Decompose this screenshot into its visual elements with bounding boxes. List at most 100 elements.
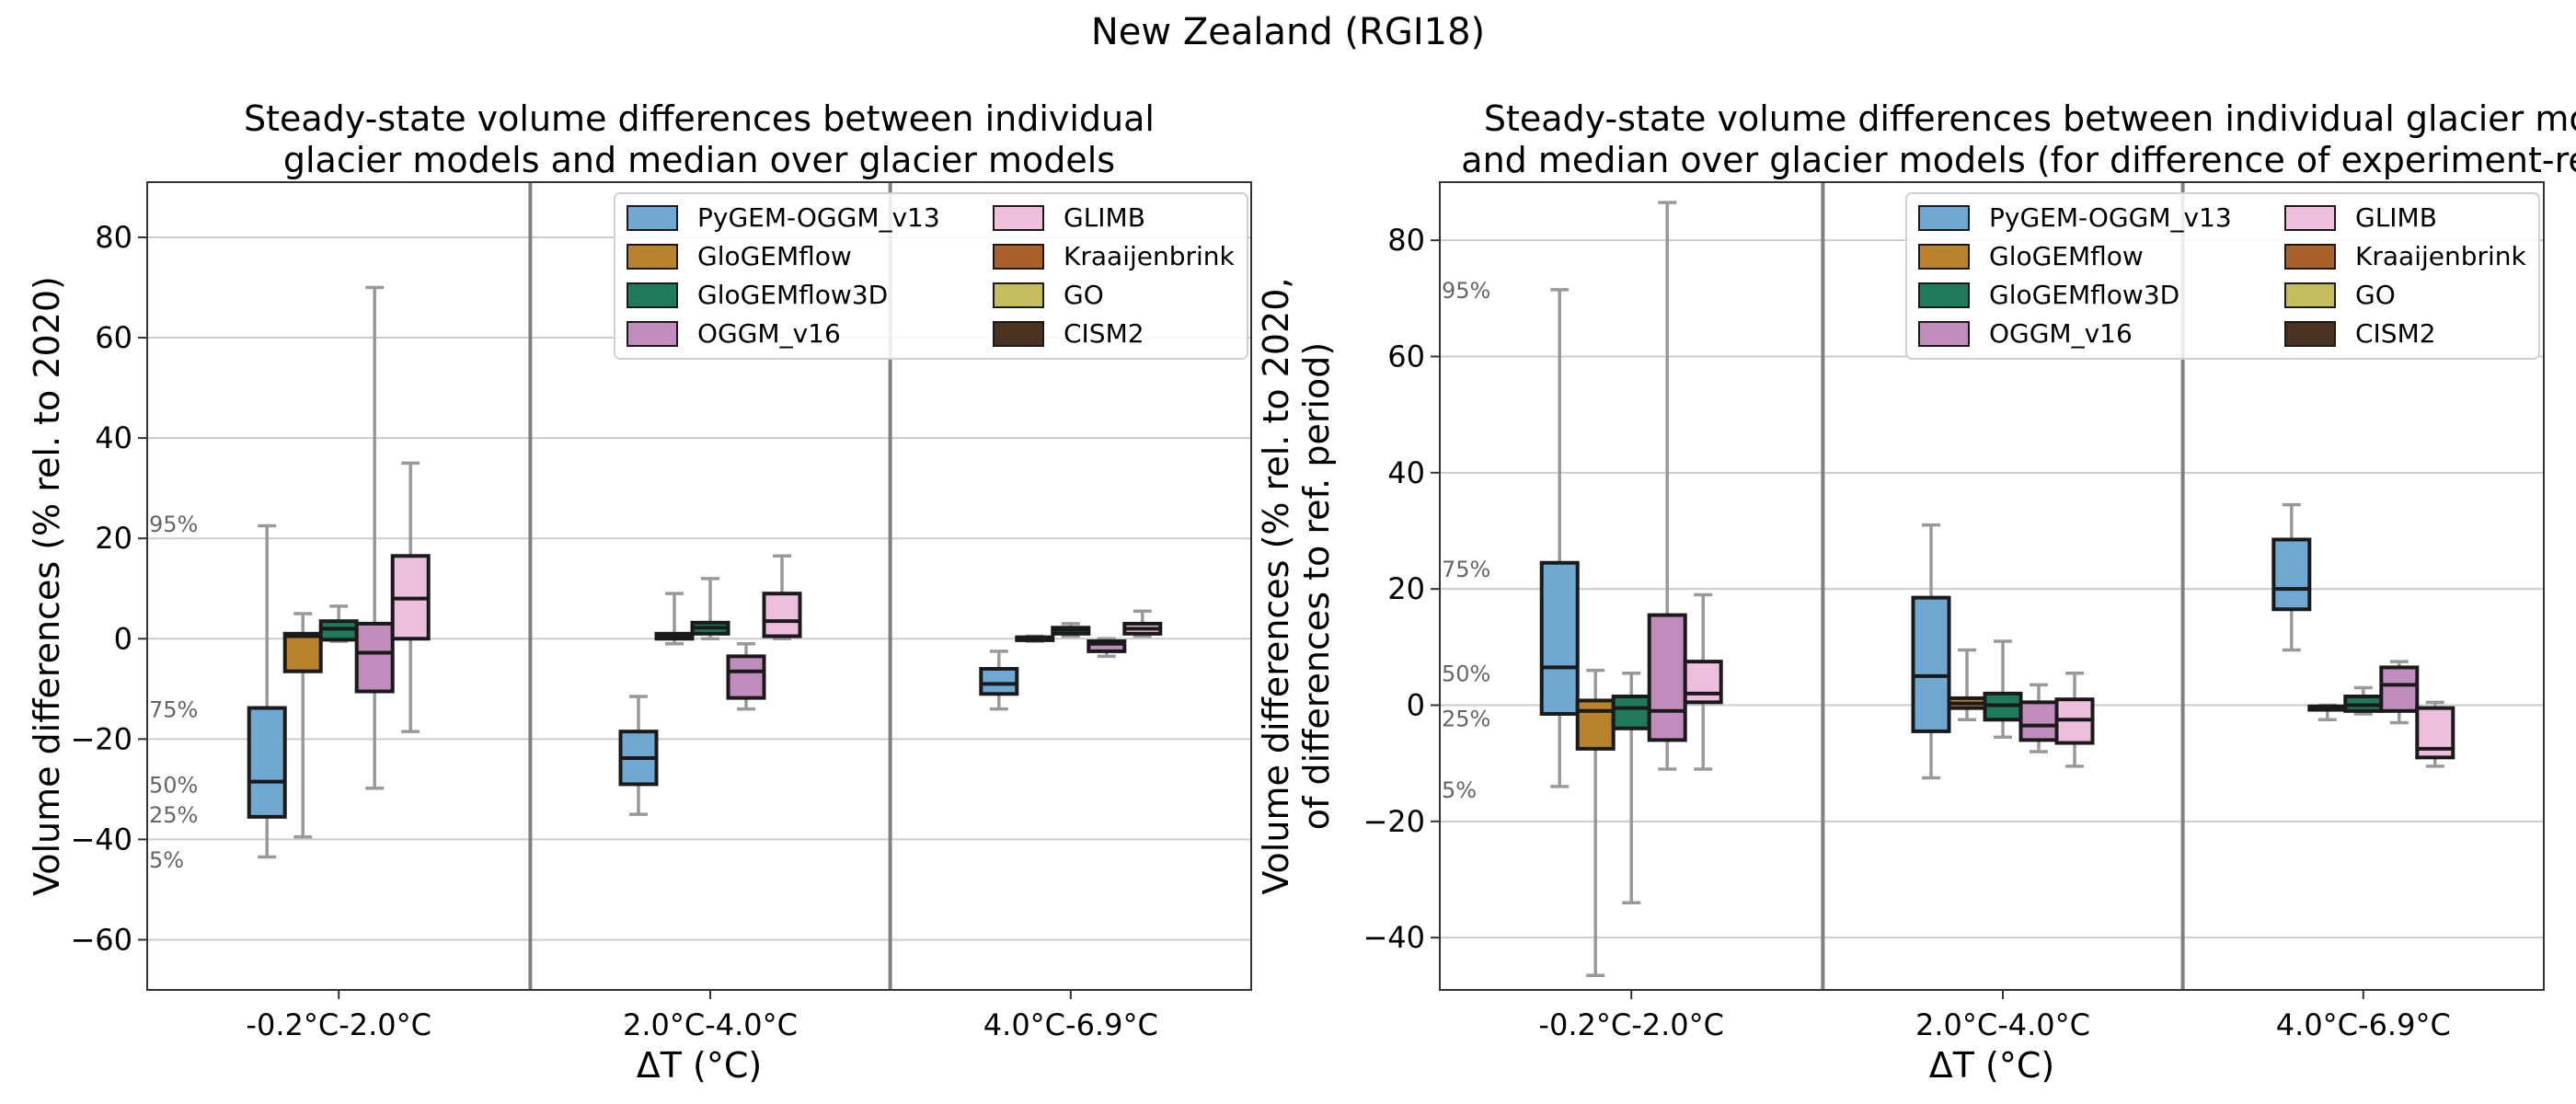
box-oggm-v16 <box>2018 683 2059 753</box>
y-tick-label: −40 <box>1363 920 1425 955</box>
percentile-annotation: 75% <box>149 697 198 723</box>
percentile-annotation: 95% <box>149 512 198 537</box>
box-glimb <box>1122 609 1163 638</box>
x-tick-label: -0.2°C-2.0°C <box>1538 1007 1724 1042</box>
legend-swatch <box>627 321 678 347</box>
legend-label: OGGM_v16 <box>697 318 841 349</box>
panel-title-line: and median over glacier models (for diff… <box>1461 140 2576 180</box>
legend-label: GloGEMflow <box>1989 241 2144 271</box>
y-axis-label: Volume differences (% rel. to 2020) <box>27 276 67 896</box>
box-iqr <box>1575 698 1616 751</box>
legend-label: GO <box>1064 280 1104 310</box>
box-glogemflow3d <box>1051 622 1091 638</box>
y-tick-label: 20 <box>1387 571 1425 606</box>
x-tick-label: -0.2°C-2.0°C <box>246 1007 431 1042</box>
legend-swatch <box>2284 244 2336 270</box>
box-oggm-v16 <box>1087 637 1127 659</box>
figure-suptitle: New Zealand (RGI18) <box>1090 11 1486 53</box>
box-glogemflow3d <box>1611 671 1651 905</box>
percentile-annotation: 25% <box>149 802 198 828</box>
y-tick-label: −60 <box>70 922 132 957</box>
legend-label: CISM2 <box>1064 318 1144 349</box>
box-glogemflow3d <box>690 577 730 641</box>
panel-title-line: Steady-state volume differences between … <box>244 98 1155 139</box>
box-iqr <box>1911 595 1951 733</box>
percentile-annotation: 50% <box>149 772 198 798</box>
legend-swatch <box>2284 321 2336 347</box>
legend-swatch <box>993 244 1044 270</box>
panel-title-line: Steady-state volume differences between … <box>1484 98 2576 139</box>
y-tick-label: −20 <box>1363 804 1425 839</box>
box-iqr <box>1647 613 1687 742</box>
box-glogemflow <box>282 612 323 839</box>
x-tick-label: 2.0°C-4.0°C <box>1915 1007 2090 1042</box>
y-tick-label: 20 <box>95 521 132 556</box>
y-tick-label: 60 <box>95 320 132 355</box>
legend-label: GloGEMflow3D <box>697 280 888 310</box>
legend: PyGEM-OGGM_v13 GloGEMflow GloGEMflow3D OGGM… <box>614 192 1248 360</box>
y-tick-label: 0 <box>1407 687 1425 722</box>
percentile-annotation: 50% <box>1442 661 1490 687</box>
box-iqr <box>1539 560 1580 716</box>
y-axis-label-line: Volume differences (% rel. to 2020) <box>27 276 67 896</box>
x-tick-label: 4.0°C-6.9°C <box>983 1007 1158 1042</box>
box-pygem-oggm-v13 <box>247 523 287 859</box>
box-iqr <box>1611 695 1651 730</box>
box-oggm-v16 <box>726 641 766 711</box>
box-iqr <box>2271 537 2312 612</box>
panel-1: 95% 75% 50% 25% 5% −60 −40 −20 0 20 40 60 80 -0.2°C-2… <box>27 98 1252 1086</box>
panel-2: 95% 75% 50% 25% 5% −40 −20 0 20 40 60 80 -0.2°C-2.0°… <box>1256 98 2576 1086</box>
box-glogemflow <box>2307 703 2348 722</box>
box-glogemflow <box>1575 668 1616 977</box>
box-glogemflow <box>1015 634 1055 643</box>
y-tick-label: 40 <box>1387 455 1425 490</box>
x-tick-label: 4.0°C-6.9°C <box>2276 1007 2451 1042</box>
percentile-annotation: 5% <box>1442 777 1477 803</box>
box-glimb <box>1683 592 1723 771</box>
percentile-annotation: 95% <box>1442 278 1490 304</box>
legend-label: GO <box>2355 280 2396 310</box>
box-glimb <box>2054 671 2095 768</box>
legend-swatch <box>993 282 1044 308</box>
box-glogemflow3d <box>2343 685 2384 716</box>
box-iqr <box>726 654 766 700</box>
legend-swatch <box>1918 321 1970 347</box>
legend: PyGEM-OGGM_v13 GloGEMflow GloGEMflow3D OGGM… <box>1905 192 2540 360</box>
box-iqr <box>354 621 395 694</box>
box-glimb <box>762 554 802 641</box>
legend-swatch <box>627 282 678 308</box>
legend-swatch <box>627 205 678 231</box>
box-pygem-oggm-v13 <box>1911 523 1951 780</box>
box-oggm-v16 <box>354 285 395 790</box>
box-glimb <box>2415 700 2455 768</box>
box-glogemflow <box>654 592 695 646</box>
box-iqr <box>282 631 323 673</box>
panel-title: Steady-state volume differences between … <box>1461 98 2576 180</box>
percentile-annotation: 5% <box>149 847 184 873</box>
box-glogemflow <box>1947 648 1987 722</box>
legend-label: Kraaijenbrink <box>1064 241 1236 271</box>
box-pygem-oggm-v13 <box>979 650 1019 711</box>
y-tick-label: −20 <box>70 721 132 756</box>
plot-frame <box>146 181 1252 991</box>
box-glogemflow3d <box>318 604 359 643</box>
y-tick-label: 80 <box>95 220 132 255</box>
legend-label: PyGEM-OGGM_v13 <box>697 202 940 233</box>
panel-title-line: glacier models and median over glacier m… <box>283 140 1115 180</box>
legend-swatch <box>1918 205 1970 231</box>
legend-swatch <box>1918 244 1970 270</box>
legend-label: GLIMB <box>2355 202 2437 233</box>
box-iqr <box>1683 660 1723 705</box>
box-oggm-v16 <box>2379 660 2420 725</box>
box-iqr <box>2379 665 2420 713</box>
x-tick-label: 2.0°C-4.0°C <box>623 1007 798 1042</box>
box-glogemflow3d <box>1983 639 2023 739</box>
y-tick-label: 0 <box>114 621 132 656</box>
box-oggm-v16 <box>1647 201 1687 771</box>
legend-swatch <box>2284 282 2336 308</box>
y-axis-label-line: Volume differences (% rel. to 2020, <box>1256 278 1296 895</box>
box-iqr <box>762 592 802 638</box>
x-axis-label: ΔT (°C) <box>1929 1045 2054 1086</box>
legend-label: PyGEM-OGGM_v13 <box>1989 202 2232 233</box>
